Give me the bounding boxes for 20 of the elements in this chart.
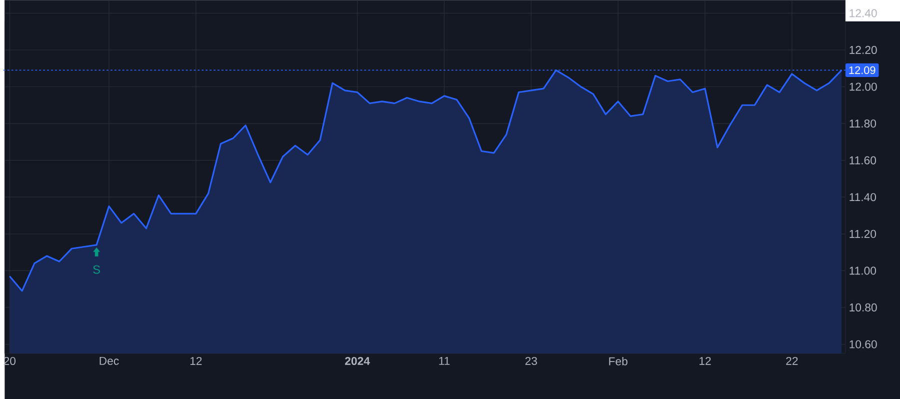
x-tick-label: 12: [700, 356, 711, 365]
x-tick-label: 22: [786, 356, 798, 365]
x-tick-label: 23: [525, 356, 537, 365]
y-tick-label: 11.20: [850, 230, 876, 238]
y-tick-label: 11.40: [850, 192, 876, 201]
x-tick-label: Dec: [100, 356, 119, 365]
x-tick-label: 11: [439, 356, 450, 365]
y-tick-label: 12.20: [850, 46, 877, 54]
y-tick-label: 12.40: [850, 8, 877, 17]
x-tick-label: 2024: [345, 356, 370, 365]
ref-line-label: 12.09: [849, 66, 876, 74]
x-tick-label: Feb: [609, 356, 628, 366]
y-tick-label: 12.00: [850, 82, 877, 91]
y-tick-label: 10.80: [850, 303, 877, 312]
y-tick-label: 10.60: [850, 340, 877, 348]
y-tick-label: 11.60: [850, 156, 876, 164]
y-tick-label: 11.00: [850, 266, 876, 274]
x-tick-label: 12: [190, 356, 202, 365]
annotation: S: [93, 265, 100, 274]
y-tick-label: 11.80: [850, 119, 876, 128]
